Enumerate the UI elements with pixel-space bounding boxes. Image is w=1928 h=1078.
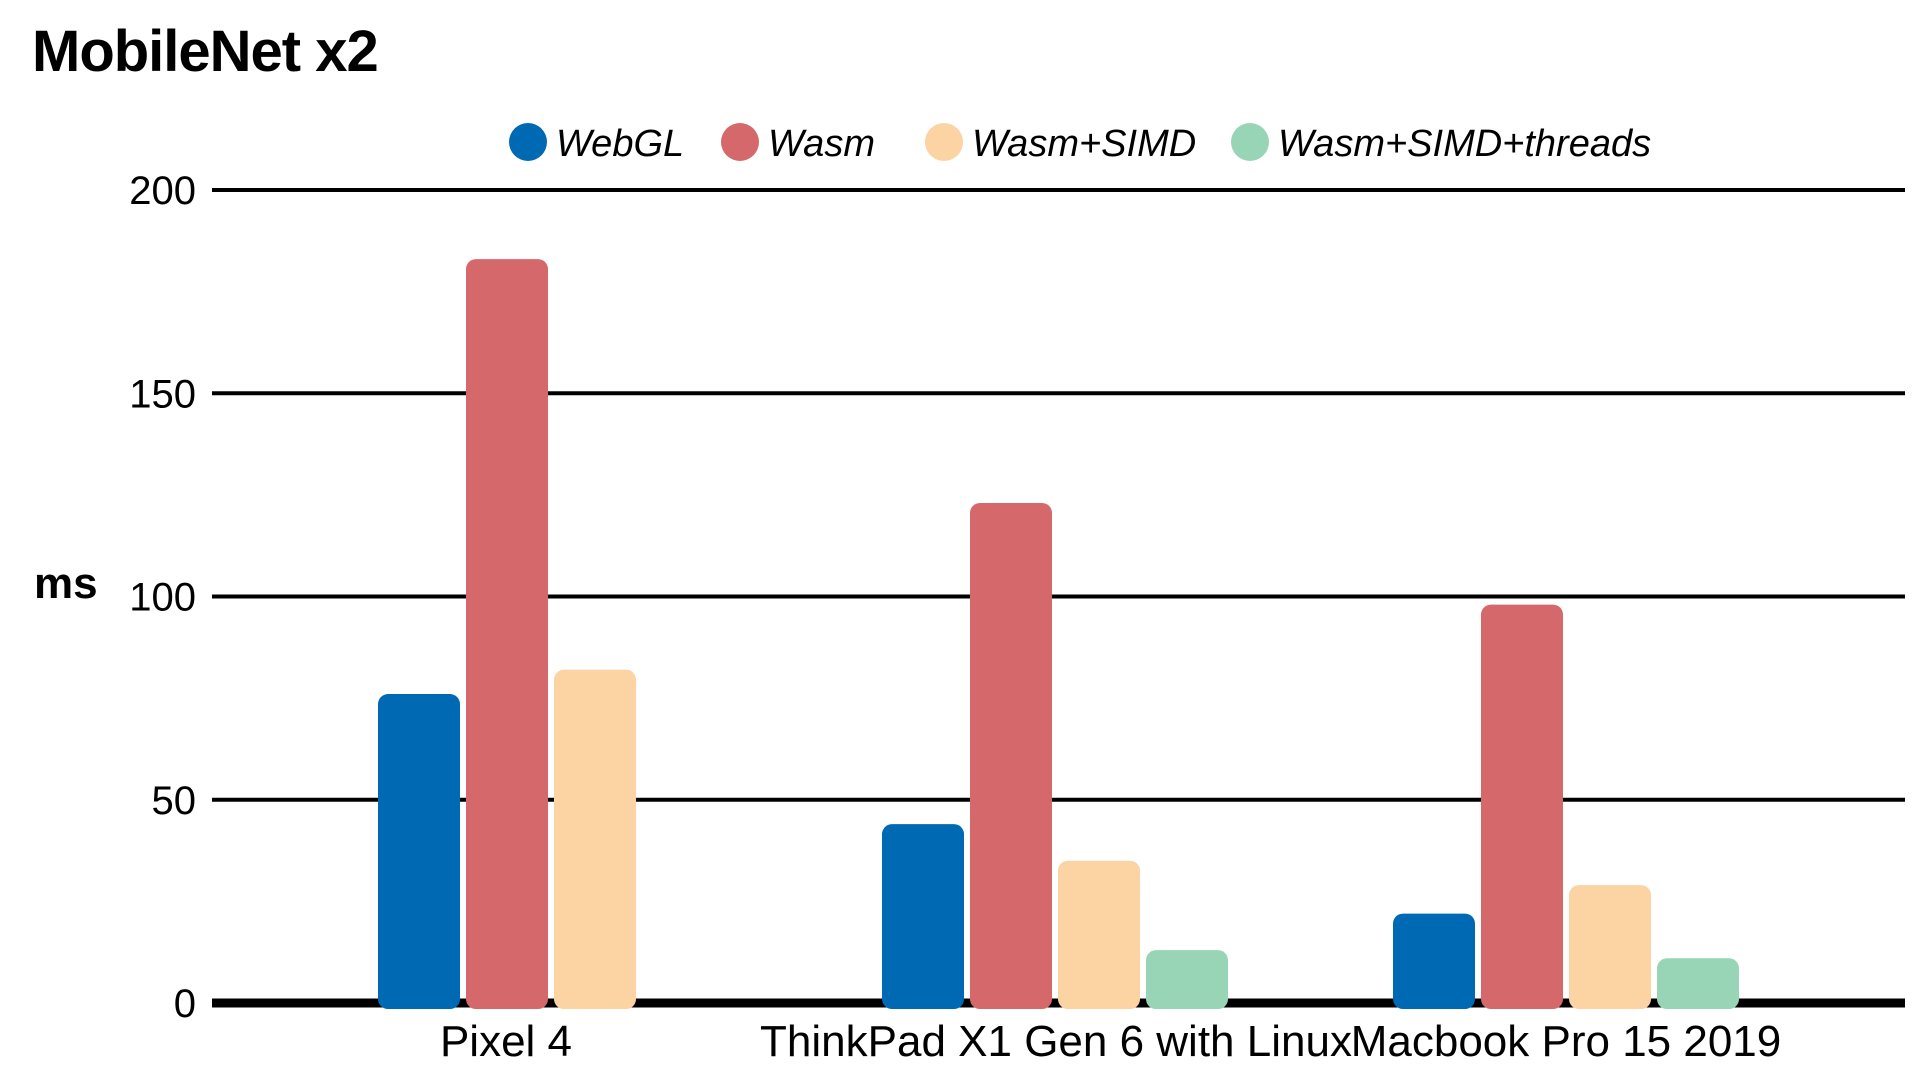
y-tick-label: 0 (174, 982, 196, 1026)
bar-wasm-simd-1 (1058, 860, 1140, 1009)
bars (378, 259, 1739, 1010)
bar-webgl-1 (882, 824, 964, 1009)
legend-label: WebGL (556, 123, 684, 165)
legend-swatch (925, 123, 963, 161)
bar-wasm-1 (970, 503, 1052, 1009)
y-tick-labels: 0 50 100 150 200 (129, 169, 196, 1026)
legend-label: Wasm+SIMD+threads (1278, 123, 1651, 165)
legend-label: Wasm+SIMD (972, 123, 1196, 165)
y-tick-label: 150 (129, 372, 196, 416)
legend-swatch (1231, 123, 1269, 161)
legend-swatch (721, 123, 759, 161)
bar-webgl-0 (378, 694, 460, 1009)
y-tick-label: 100 (129, 576, 196, 620)
bar-wasm-0 (466, 259, 548, 1010)
bar-webgl-2 (1393, 913, 1475, 1009)
legend: WebGL Wasm Wasm+SIMD Wasm+SIMD+threads (509, 123, 1651, 165)
legend-swatch (509, 123, 547, 161)
y-axis-label: ms (34, 559, 98, 608)
legend-label: Wasm (768, 123, 875, 165)
y-tick-label: 50 (152, 779, 197, 823)
x-tick-label: Pixel 4 (440, 1017, 572, 1066)
bar-wasm-simd-0 (554, 669, 636, 1009)
bar-wasm-2 (1481, 604, 1563, 1009)
bar-wasm-simd-threads-1 (1146, 950, 1228, 1009)
x-tick-labels: Pixel 4 ThinkPad X1 Gen 6 with LinuxMacbo… (440, 1017, 1781, 1066)
x-tick-label: ThinkPad X1 Gen 6 with Linux (760, 1017, 1352, 1066)
chart-title: MobileNet x2 (32, 19, 379, 84)
x-tick-label: Macbook Pro 15 2019 (1351, 1017, 1782, 1066)
y-tick-label: 200 (129, 169, 196, 213)
bar-wasm-simd-threads-2 (1657, 958, 1739, 1009)
bar-wasm-simd-2 (1569, 885, 1651, 1009)
